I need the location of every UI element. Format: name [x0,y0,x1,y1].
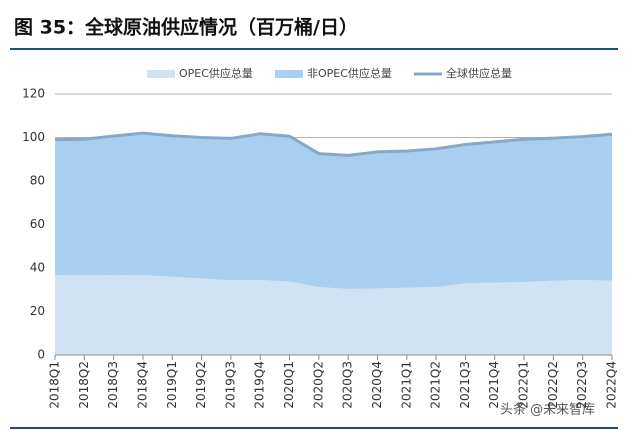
legend-swatch [147,70,175,78]
x-tick-label: 2021Q3 [458,361,472,409]
area [55,274,612,355]
y-tick-label: 80 [30,174,45,188]
x-tick-label: 2020Q3 [341,361,355,409]
legend-label: 非OPEC供应总量 [307,66,392,80]
y-tick-label: 20 [30,304,45,318]
y-tick-label: 100 [22,130,45,144]
x-tick-label: 2022Q4 [605,361,619,409]
x-tick-label: 2018Q3 [106,361,120,409]
legend-label: 全球供应总量 [446,66,512,80]
area [55,133,612,289]
x-tick-label: 2022Q3 [575,361,589,409]
legend-swatch [275,70,303,78]
x-tick-label: 2018Q2 [77,361,91,409]
x-tick-label: 2021Q1 [399,361,413,409]
x-tick-label: 2018Q1 [48,361,62,409]
line [54,131,613,157]
legend: OPEC供应总量 非OPEC供应总量 全球供应总量 [147,66,512,80]
x-tick-label: 2021Q4 [487,361,501,409]
y-tick-label: 40 [30,261,45,275]
x-tick-label: 2022Q1 [517,361,531,409]
chart-title: 图 35：全球原油供应情况（百万桶/日） [14,16,358,39]
x-tick-label: 2019Q3 [223,361,237,409]
x-tick-label: 2020Q4 [370,361,384,409]
x-tick-label: 2021Q2 [429,361,443,409]
x-tick-label: 2019Q4 [253,361,267,409]
x-tick-label: 2022Q2 [546,361,560,409]
x-tick-label: 2019Q2 [194,361,208,409]
y-tick-label: 0 [37,348,45,362]
watermark: 头条 @未来智库 [500,402,595,418]
x-tick-label: 2020Q1 [282,361,296,409]
y-tick-label: 60 [30,217,45,231]
x-tick-label: 2020Q2 [311,361,325,409]
legend-label: OPEC供应总量 [179,66,253,80]
y-tick-label: 120 [22,87,45,101]
x-tick-label: 2019Q1 [165,361,179,409]
x-tick-label: 2018Q4 [135,361,149,409]
